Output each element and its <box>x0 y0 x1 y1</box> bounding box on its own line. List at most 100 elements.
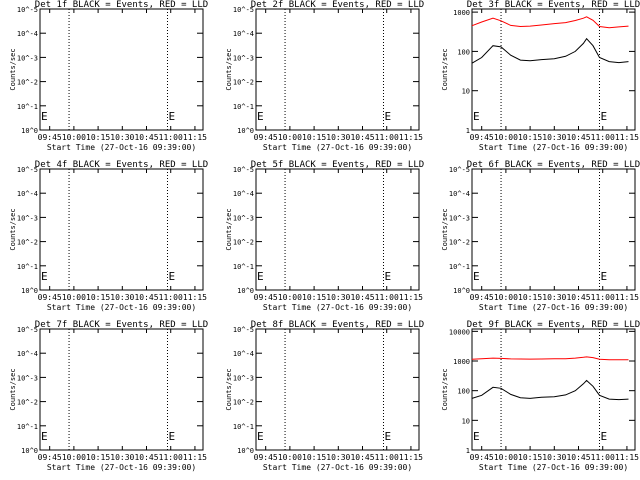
y-tick-label: 10^-4 <box>449 190 470 198</box>
y-axis-label: Counts/sec <box>225 368 233 410</box>
y-tick-label: 10^-1 <box>17 263 38 271</box>
y-tick-label: 10^-5 <box>17 6 38 14</box>
x-axis-label: Start Time (27-Oct-16 09:39:00) <box>47 143 196 152</box>
panel-title: Det 9f BLACK = Events, RED = LLD <box>467 320 640 330</box>
x-tick-label: 10:15 <box>518 453 542 462</box>
x-tick-label: 10:00 <box>494 133 518 142</box>
event-marker: E <box>257 270 264 283</box>
x-tick-label: 09:45 <box>38 293 62 302</box>
x-tick-label: 10:30 <box>326 133 350 142</box>
panel-title: Det 8f BLACK = Events, RED = LLD <box>251 320 424 330</box>
x-tick-label: 11:15 <box>399 133 423 142</box>
x-tick-label: 10:30 <box>110 453 134 462</box>
y-tick-label: 10^-5 <box>17 326 38 334</box>
y-tick-label: 10^-3 <box>17 374 38 382</box>
x-tick-label: 10:00 <box>278 453 302 462</box>
event-marker: E <box>600 270 607 283</box>
x-tick-label: 11:15 <box>183 133 207 142</box>
y-tick-label: 10^-1 <box>449 263 470 271</box>
events-series-line <box>471 379 629 401</box>
plot-frame <box>39 168 204 291</box>
y-tick-label: 10^0 <box>21 287 38 295</box>
x-tick-label: 10:00 <box>278 133 302 142</box>
x-tick-label: 10:45 <box>566 293 590 302</box>
y-axis-label: Counts/sec <box>441 368 449 410</box>
y-tick-label: 10^-1 <box>17 103 38 111</box>
x-tick-label: 11:00 <box>375 453 399 462</box>
x-tick-label: 11:00 <box>375 133 399 142</box>
x-tick-label: 11:00 <box>159 133 183 142</box>
panel-title: Det 1f BLACK = Events, RED = LLD <box>35 0 208 10</box>
x-tick-label: 10:30 <box>110 133 134 142</box>
y-tick-label: 1 <box>466 447 470 455</box>
x-tick-label: 09:45 <box>38 133 62 142</box>
x-axis-label: Start Time (27-Oct-16 09:39:00) <box>479 143 628 152</box>
x-tick-label: 10:45 <box>134 453 158 462</box>
event-marker: E <box>41 110 48 123</box>
x-tick-label: 09:45 <box>38 453 62 462</box>
x-tick-label: 10:45 <box>566 453 590 462</box>
x-axis-label: Start Time (27-Oct-16 09:39:00) <box>263 303 412 312</box>
x-tick-label: 10:15 <box>518 133 542 142</box>
y-tick-label: 10^0 <box>237 287 254 295</box>
x-tick-label: 10:15 <box>86 453 110 462</box>
x-tick-label: 10:30 <box>326 293 350 302</box>
y-tick-label: 1000 <box>453 358 470 366</box>
x-tick-label: 11:00 <box>591 453 615 462</box>
x-tick-label: 10:15 <box>518 293 542 302</box>
plot-frame <box>255 328 420 451</box>
y-tick-label: 10^-2 <box>17 79 38 87</box>
y-tick-label: 10^0 <box>453 287 470 295</box>
x-tick-label: 10:00 <box>62 453 86 462</box>
y-axis-label: Counts/sec <box>9 48 17 90</box>
plot-frame <box>39 328 204 451</box>
y-axis-label: Counts/sec <box>441 48 449 90</box>
plot-frame <box>39 8 204 131</box>
y-tick-label: 10^-3 <box>17 214 38 222</box>
event-marker: E <box>168 430 175 443</box>
x-tick-label: 11:15 <box>615 453 639 462</box>
event-marker: E <box>384 270 391 283</box>
y-tick-label: 10^-5 <box>233 166 254 174</box>
x-tick-label: 11:15 <box>183 453 207 462</box>
y-tick-label: 10^-2 <box>233 79 254 87</box>
y-tick-label: 10^-3 <box>449 214 470 222</box>
x-tick-label: 09:45 <box>254 133 278 142</box>
y-tick-label: 1000 <box>453 9 470 17</box>
event-marker: E <box>473 270 480 283</box>
y-tick-label: 10000 <box>449 328 470 336</box>
y-tick-label: 10^-2 <box>17 239 38 247</box>
x-tick-label: 10:15 <box>86 293 110 302</box>
y-tick-label: 10^-3 <box>17 54 38 62</box>
event-marker: E <box>41 430 48 443</box>
x-tick-label: 10:00 <box>62 293 86 302</box>
panel-title: Det 2f BLACK = Events, RED = LLD <box>251 0 424 10</box>
lld-series-line <box>471 356 629 361</box>
y-tick-label: 10^-2 <box>233 239 254 247</box>
y-axis-label: Counts/sec <box>225 48 233 90</box>
event-marker: E <box>384 110 391 123</box>
y-tick-label: 10^-4 <box>233 350 254 358</box>
y-tick-label: 10^-4 <box>17 350 38 358</box>
y-tick-label: 10^-4 <box>17 30 38 38</box>
x-tick-label: 10:00 <box>494 293 518 302</box>
y-tick-label: 10^-4 <box>17 190 38 198</box>
x-tick-label: 10:15 <box>302 133 326 142</box>
event-marker: E <box>473 110 480 123</box>
x-axis-label: Start Time (27-Oct-16 09:39:00) <box>263 143 412 152</box>
panel-title: Det 3f BLACK = Events, RED = LLD <box>467 0 640 10</box>
y-tick-label: 1 <box>466 127 470 135</box>
plot-frame <box>255 8 420 131</box>
event-marker: E <box>384 430 391 443</box>
x-tick-label: 10:45 <box>350 133 374 142</box>
event-marker: E <box>41 270 48 283</box>
x-axis-label: Start Time (27-Oct-16 09:39:00) <box>479 463 628 472</box>
y-tick-label: 10^0 <box>21 127 38 135</box>
x-tick-label: 10:45 <box>350 453 374 462</box>
x-tick-label: 11:15 <box>399 453 423 462</box>
